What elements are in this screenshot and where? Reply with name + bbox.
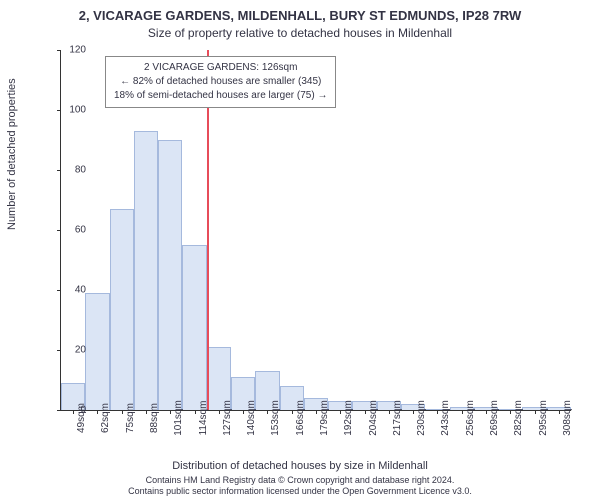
- bar: [182, 245, 206, 410]
- x-tick-label: 308sqm: [562, 400, 573, 436]
- y-tick-label: 20: [46, 345, 86, 356]
- x-tick-mark: [170, 410, 171, 414]
- annotation-line-3: 18% of semi-detached houses are larger (…: [114, 90, 327, 101]
- x-tick-label: 88sqm: [149, 403, 160, 433]
- y-tick-label: 80: [46, 165, 86, 176]
- annotation-line-1: 2 VICARAGE GARDENS: 126sqm: [144, 62, 297, 73]
- x-tick-label: 179sqm: [319, 400, 330, 436]
- x-tick-mark: [219, 410, 220, 414]
- chart-title: 2, VICARAGE GARDENS, MILDENHALL, BURY ST…: [0, 8, 600, 23]
- footer-attribution: Contains HM Land Registry data © Crown c…: [0, 475, 600, 498]
- x-tick-mark: [462, 410, 463, 414]
- x-tick-label: 140sqm: [246, 400, 257, 436]
- x-tick-mark: [122, 410, 123, 414]
- x-tick-label: 282sqm: [513, 400, 524, 436]
- x-tick-label: 192sqm: [343, 400, 354, 436]
- x-tick-label: 166sqm: [295, 400, 306, 436]
- x-tick-label: 153sqm: [270, 400, 281, 436]
- chart-subtitle: Size of property relative to detached ho…: [0, 26, 600, 40]
- x-tick-mark: [316, 410, 317, 414]
- x-tick-label: 230sqm: [416, 400, 427, 436]
- x-tick-mark: [243, 410, 244, 414]
- x-tick-label: 49sqm: [76, 403, 87, 433]
- x-tick-mark: [535, 410, 536, 414]
- x-tick-mark: [146, 410, 147, 414]
- x-tick-label: 62sqm: [100, 403, 111, 433]
- chart-container: 2, VICARAGE GARDENS, MILDENHALL, BURY ST…: [0, 0, 600, 500]
- y-tick-label: 120: [46, 45, 86, 56]
- bar: [85, 293, 109, 410]
- footer-line-2: Contains public sector information licen…: [128, 486, 472, 496]
- x-tick-mark: [267, 410, 268, 414]
- x-tick-mark: [413, 410, 414, 414]
- y-tick-label: 40: [46, 285, 86, 296]
- x-tick-mark: [389, 410, 390, 414]
- footer-line-1: Contains HM Land Registry data © Crown c…: [146, 475, 455, 485]
- x-tick-label: 127sqm: [222, 400, 233, 436]
- x-tick-label: 75sqm: [125, 403, 136, 433]
- plot-area: 2 VICARAGE GARDENS: 126sqm ← 82% of detac…: [60, 50, 571, 411]
- x-tick-label: 243sqm: [440, 400, 451, 436]
- x-tick-mark: [365, 410, 366, 414]
- x-tick-label: 217sqm: [392, 400, 403, 436]
- x-tick-mark: [292, 410, 293, 414]
- y-tick-label: 100: [46, 105, 86, 116]
- x-tick-mark: [510, 410, 511, 414]
- x-tick-label: 295sqm: [538, 400, 549, 436]
- x-tick-label: 256sqm: [465, 400, 476, 436]
- x-tick-mark: [97, 410, 98, 414]
- x-tick-label: 114sqm: [198, 401, 209, 436]
- x-tick-label: 101sqm: [173, 400, 184, 436]
- x-tick-label: 204sqm: [368, 400, 379, 436]
- x-axis-label: Distribution of detached houses by size …: [0, 460, 600, 472]
- bar: [134, 131, 158, 410]
- annotation-box: 2 VICARAGE GARDENS: 126sqm ← 82% of detac…: [105, 56, 336, 108]
- x-tick-mark: [559, 410, 560, 414]
- annotation-line-2: ← 82% of detached houses are smaller (34…: [120, 76, 321, 87]
- y-axis-label: Number of detached properties: [6, 78, 18, 230]
- x-tick-mark: [486, 410, 487, 414]
- x-tick-mark: [437, 410, 438, 414]
- x-tick-mark: [195, 410, 196, 414]
- x-tick-mark: [340, 410, 341, 414]
- bar: [158, 140, 182, 410]
- y-tick-label: 60: [46, 225, 86, 236]
- x-tick-label: 269sqm: [489, 400, 500, 436]
- bar: [110, 209, 134, 410]
